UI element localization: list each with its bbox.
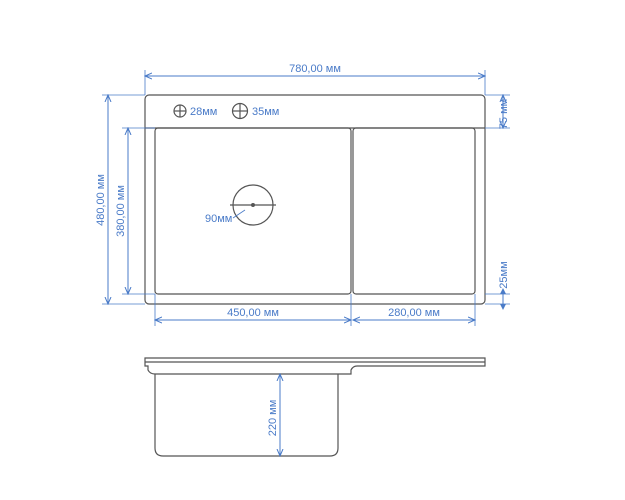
dim-tap-35: 35мм <box>252 106 279 118</box>
dim-drain-90: 90мм <box>205 213 232 225</box>
dim-width-780: 780,00 мм <box>289 63 341 75</box>
top-view: 780,00 мм 75 мм 25мм 480,00 мм 380,00 мм… <box>95 63 510 326</box>
dim-ledge-75: 75 мм <box>498 99 510 129</box>
dim-height-480: 480,00 мм <box>95 174 107 226</box>
dim-height-380: 380,00 мм <box>115 185 127 237</box>
dim-rim-25: 25мм <box>498 261 510 288</box>
dim-bowl-450: 450,00 мм <box>227 307 279 319</box>
dim-depth-220: 220 мм <box>267 400 279 437</box>
dim-tap-28: 28мм <box>190 106 217 118</box>
dim-drainer-280: 280,00 мм <box>388 307 440 319</box>
side-view: 220 мм <box>145 358 485 456</box>
sink-dimension-diagram: 780,00 мм 75 мм 25мм 480,00 мм 380,00 мм… <box>0 0 625 500</box>
